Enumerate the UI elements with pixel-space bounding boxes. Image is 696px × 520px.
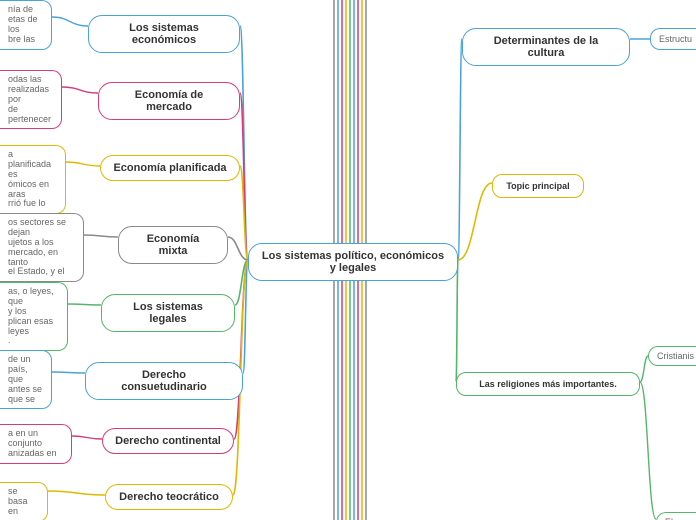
right-node[interactable]: Determinantes de la cultura <box>462 28 630 66</box>
right-leaf: El cristi <box>656 512 696 520</box>
mindmap-canvas: Los sistemas político, económicos y lega… <box>0 0 696 520</box>
left-leaf: de un país, que antes se que se <box>0 350 52 409</box>
right-node[interactable]: Topic principal <box>492 174 584 198</box>
left-leaf: se basa en <box>0 482 48 520</box>
left-node[interactable]: Derecho continental <box>102 428 234 454</box>
left-leaf: odas las realizadas por de pertenecer <box>0 70 62 129</box>
center-node[interactable]: Los sistemas político, económicos y lega… <box>248 243 458 281</box>
left-leaf: a planificada es ómicos en aras rrió fue… <box>0 145 66 214</box>
right-node[interactable]: Las religiones más importantes. <box>456 372 640 396</box>
left-node[interactable]: Los sistemas legales <box>101 294 235 332</box>
right-leaf: Cristianis <box>648 346 696 366</box>
left-node[interactable]: Derecho consuetudinario <box>85 362 243 400</box>
left-node[interactable]: Derecho teocrático <box>105 484 233 510</box>
left-leaf: os sectores se dejan ujetos a los mercad… <box>0 213 84 282</box>
left-node[interactable]: Los sistemas económicos <box>88 15 240 53</box>
left-node[interactable]: Economía de mercado <box>98 82 240 120</box>
left-node[interactable]: Economía planificada <box>100 155 240 181</box>
left-node[interactable]: Economía mixta <box>118 226 228 264</box>
right-leaf: Estructu <box>650 28 696 50</box>
left-leaf: as, o leyes, que y los plican esas leyes… <box>0 282 68 351</box>
left-leaf: nía de etas de los bre las <box>0 0 52 50</box>
left-leaf: a en un conjunto anizadas en <box>0 424 72 464</box>
